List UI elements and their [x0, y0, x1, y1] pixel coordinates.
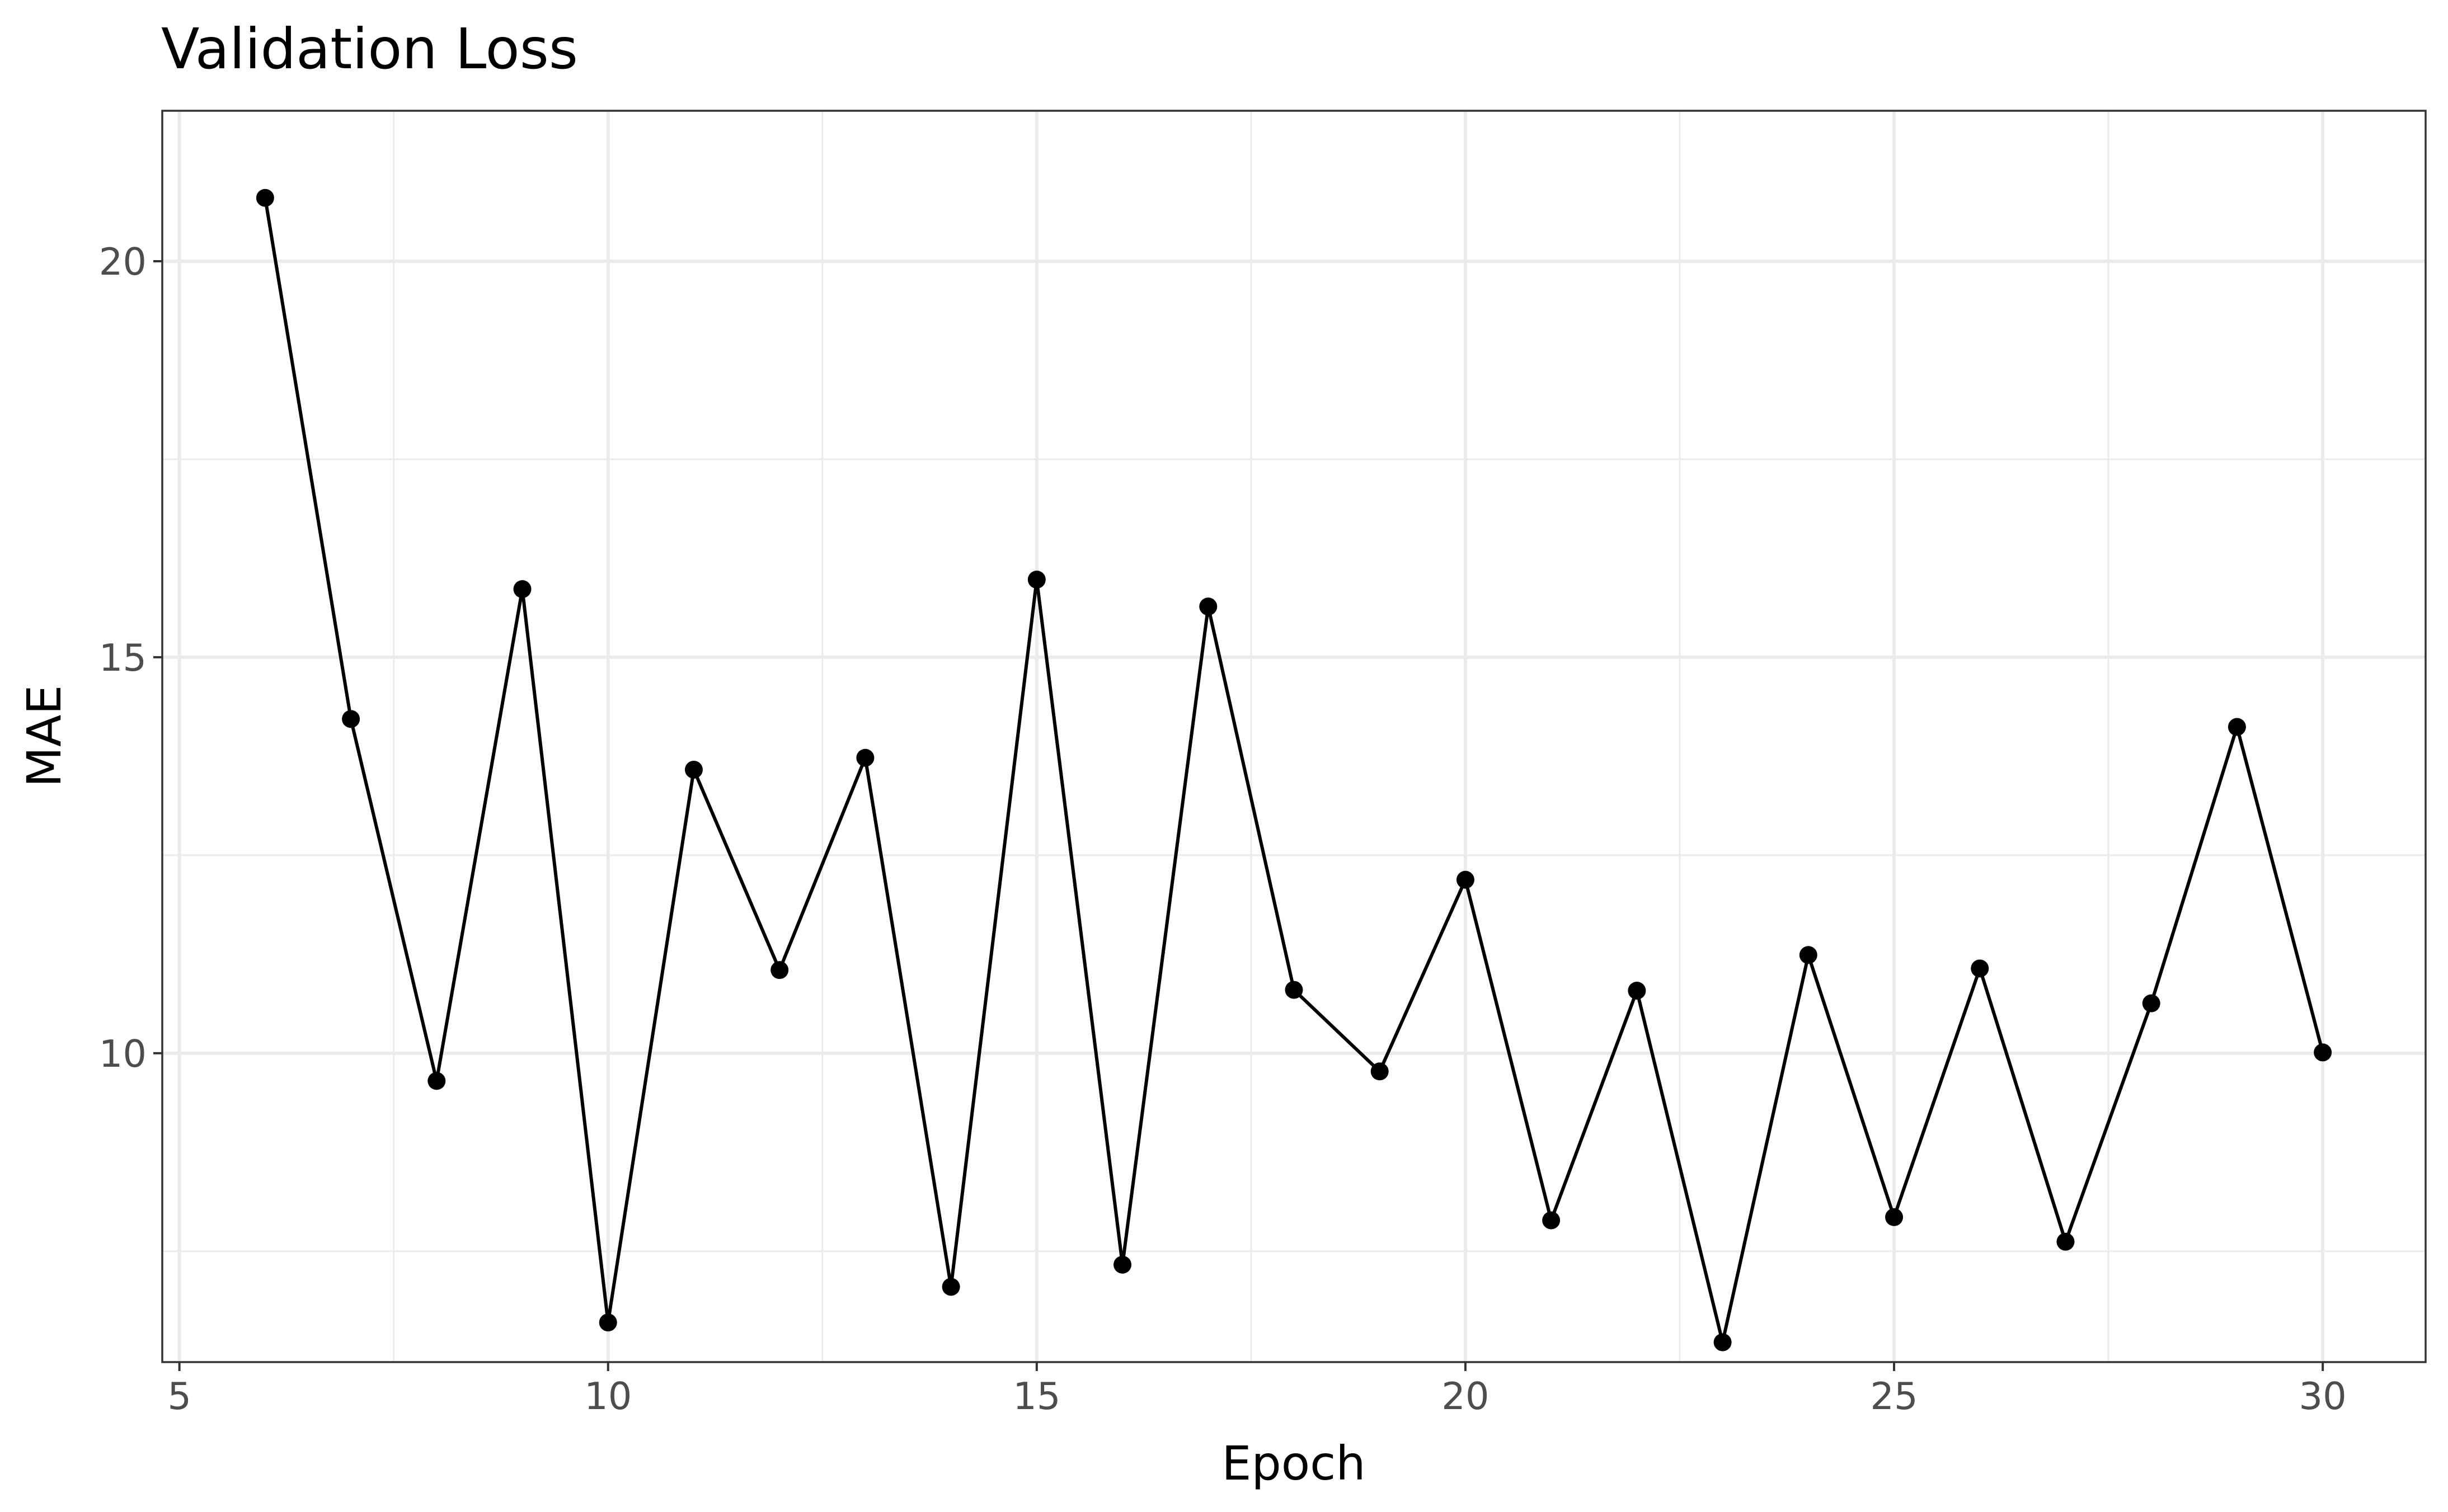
- data-point: [856, 748, 875, 767]
- x-tick-label: 5: [167, 1374, 191, 1418]
- chart-title: Validation Loss: [161, 16, 578, 82]
- major-gridlines: [162, 111, 2426, 1362]
- data-point: [2056, 1232, 2075, 1251]
- x-axis-title: Epoch: [1221, 1436, 1365, 1491]
- panel-border: [161, 110, 2427, 1363]
- x-axis: 5 10 15 20 25 30: [167, 1362, 2347, 1418]
- data-point: [1885, 1208, 1904, 1226]
- data-point: [513, 580, 532, 599]
- data-point: [427, 1072, 446, 1090]
- data-point: [1370, 1062, 1389, 1081]
- data-point: [1713, 1333, 1732, 1351]
- data-point: [942, 1278, 960, 1296]
- y-tick-label: 15: [99, 636, 147, 680]
- data-point: [2142, 994, 2160, 1012]
- y-tick-label: 20: [99, 240, 147, 284]
- y-axis: 10 15 20: [99, 240, 162, 1076]
- data-point: [2314, 1043, 2332, 1062]
- data-point: [684, 760, 703, 779]
- series-layer: [256, 189, 2332, 1351]
- data-point: [1628, 981, 1646, 1000]
- x-tick-label: 25: [1870, 1374, 1918, 1418]
- x-tick-label: 20: [1441, 1374, 1489, 1418]
- data-point: [1971, 959, 1989, 978]
- data-point: [2228, 718, 2246, 736]
- data-point: [1113, 1255, 1132, 1274]
- x-tick-label: 10: [584, 1374, 632, 1418]
- data-point: [1456, 870, 1474, 889]
- data-point: [1199, 597, 1218, 616]
- x-tick-label: 30: [2299, 1374, 2347, 1418]
- data-point: [1542, 1211, 1561, 1230]
- series-line: [263, 197, 2325, 1344]
- data-point: [599, 1313, 617, 1332]
- x-tick-label: 15: [1013, 1374, 1060, 1418]
- y-axis-title: MAE: [17, 685, 72, 787]
- data-point: [1799, 946, 1817, 964]
- data-point: [342, 710, 360, 728]
- minor-gridlines: [162, 111, 2426, 1362]
- data-point: [256, 189, 274, 207]
- data-point: [770, 961, 789, 979]
- data-point: [1285, 981, 1303, 999]
- y-tick-label: 10: [99, 1032, 147, 1076]
- data-point: [1027, 571, 1046, 589]
